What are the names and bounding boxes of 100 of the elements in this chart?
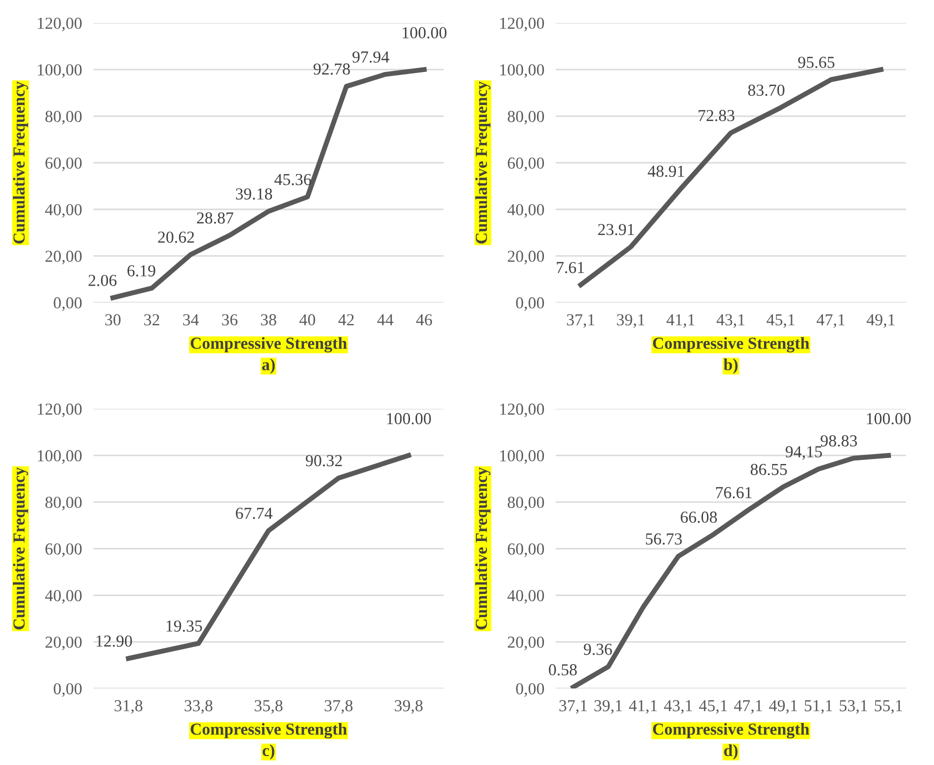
data-label: 12.90	[96, 635, 132, 647]
y-tick-label: 80,00	[508, 496, 544, 510]
x-axis-title: Compressive Strength	[190, 723, 347, 738]
data-label: 9.36	[584, 644, 612, 656]
y-axis-title: Cumulative Frequency	[12, 81, 28, 244]
x-axis-title: Compressive Strength	[653, 723, 810, 738]
x-tick-label: 39,1	[616, 314, 644, 328]
x-tick-label: 51,1	[804, 700, 832, 714]
x-tick-label: 41,1	[666, 314, 694, 328]
data-label: 83.70	[748, 84, 784, 96]
y-tick-label: 80,00	[45, 496, 82, 510]
text: a)	[262, 358, 275, 374]
x-axis-title: Compressive Strength	[190, 337, 347, 352]
data-label: 100.00	[867, 413, 911, 424]
y-tick-label: 40,00	[507, 590, 544, 604]
data-label: 97.94	[352, 51, 390, 63]
y-axis-title: Cumulative Frequency	[475, 467, 490, 630]
x-tick-label: 46	[416, 314, 432, 326]
data-label: 56.73	[646, 533, 682, 545]
data-label: 72.83	[698, 110, 734, 122]
y-tick-label: 40,00	[507, 204, 544, 218]
data-label: 48.91	[648, 166, 684, 177]
y-tick-label: 60,00	[508, 543, 544, 558]
x-tick-label: 37,1	[559, 700, 587, 714]
x-tick-label: 32	[144, 314, 160, 326]
data-label: 90.32	[306, 455, 342, 466]
text: b)	[724, 358, 738, 374]
y-tick-label: 60,00	[508, 157, 544, 172]
y-tick-label: 80,00	[45, 110, 82, 125]
data-label: 67.74	[236, 508, 272, 519]
x-tick-label: 39,1	[594, 700, 622, 714]
y-tick-label: 100,00	[500, 64, 544, 78]
data-label: 28.87	[197, 212, 234, 224]
data-label: 0.58	[548, 664, 577, 676]
data-label: 92.78	[314, 63, 350, 75]
y-tick-label: 100,00	[500, 450, 544, 464]
x-tick-label: 37,8	[324, 700, 353, 714]
y-tick-label: 20,00	[46, 636, 82, 650]
x-axis-title: Compressive Strength	[653, 337, 810, 352]
x-tick-label: 44	[377, 314, 394, 326]
y-tick-label: 60,00	[46, 157, 82, 172]
data-label: 100.00	[402, 27, 446, 38]
y-tick-label: 0,00	[516, 683, 544, 697]
x-tick-label: 49,1	[769, 700, 797, 714]
x-tick-label: 39,8	[394, 700, 423, 714]
x-tick-label: 30	[105, 314, 121, 326]
data-label: 94,15	[786, 446, 822, 460]
y-tick-label: 100,00	[38, 64, 82, 78]
data-label: 7.61	[556, 262, 584, 274]
y-tick-label: 0,00	[54, 297, 82, 311]
x-tick-label: 45,1	[766, 314, 794, 328]
y-axis-title: Cumulative Frequency	[475, 81, 490, 244]
data-label: 23.91	[598, 224, 634, 236]
data-label: 19.35	[166, 620, 202, 632]
y-tick-label: 80,00	[508, 110, 544, 125]
y-tick-label: 0,00	[516, 297, 544, 311]
x-tick-label: 42	[338, 314, 354, 326]
y-tick-label: 60,00	[46, 543, 82, 558]
x-tick-label: 41,1	[629, 700, 657, 714]
text: d)	[724, 744, 738, 760]
y-tick-label: 20,00	[46, 250, 82, 264]
x-tick-label: 55,1	[874, 700, 902, 714]
data-label: 20.62	[158, 232, 194, 243]
x-tick-label: 47,1	[816, 314, 845, 328]
y-tick-label: 120,00	[38, 18, 82, 32]
y-tick-label: 20,00	[508, 636, 544, 650]
y-tick-label: 120,00	[38, 404, 82, 418]
data-label: 39.18	[236, 188, 272, 200]
x-tick-label: 31,8	[114, 700, 142, 714]
data-label: 76.61	[716, 487, 752, 498]
x-tick-label: 47,1	[734, 700, 762, 714]
x-tick-label: 34	[183, 314, 199, 326]
data-label: 95.65	[798, 56, 834, 68]
y-tick-label: 120,00	[500, 404, 544, 418]
x-tick-label: 49,1	[866, 314, 895, 328]
data-label: 98.83	[820, 435, 857, 447]
y-tick-label: 0,00	[54, 683, 82, 697]
data-label: 2.06	[88, 274, 117, 286]
x-tick-label: 37,1	[566, 314, 594, 328]
x-tick-label: 53,1	[840, 700, 868, 714]
y-tick-label: 40,00	[45, 204, 82, 218]
y-tick-label: 20,00	[508, 250, 544, 264]
x-tick-label: 43,1	[716, 314, 744, 328]
x-tick-label: 36	[222, 314, 238, 326]
x-tick-label: 33,8	[184, 700, 212, 714]
y-tick-label: 100,00	[38, 450, 82, 464]
data-label: 45.36	[274, 174, 312, 186]
x-tick-label: 43,1	[664, 700, 692, 714]
y-axis-title: Cumulative Frequency	[12, 467, 28, 630]
data-label: 6.19	[127, 265, 156, 277]
y-tick-label: 40,00	[45, 590, 82, 604]
data-label: 100.00	[387, 413, 431, 424]
data-label: 86.55	[750, 464, 787, 476]
x-tick-label: 40	[299, 314, 316, 326]
x-tick-label: 35,8	[254, 700, 282, 714]
x-tick-label: 38	[260, 314, 276, 326]
data-label: 66.08	[680, 512, 717, 523]
x-tick-label: 45,1	[699, 700, 727, 714]
text: c)	[262, 744, 274, 760]
y-tick-label: 120,00	[500, 18, 544, 32]
